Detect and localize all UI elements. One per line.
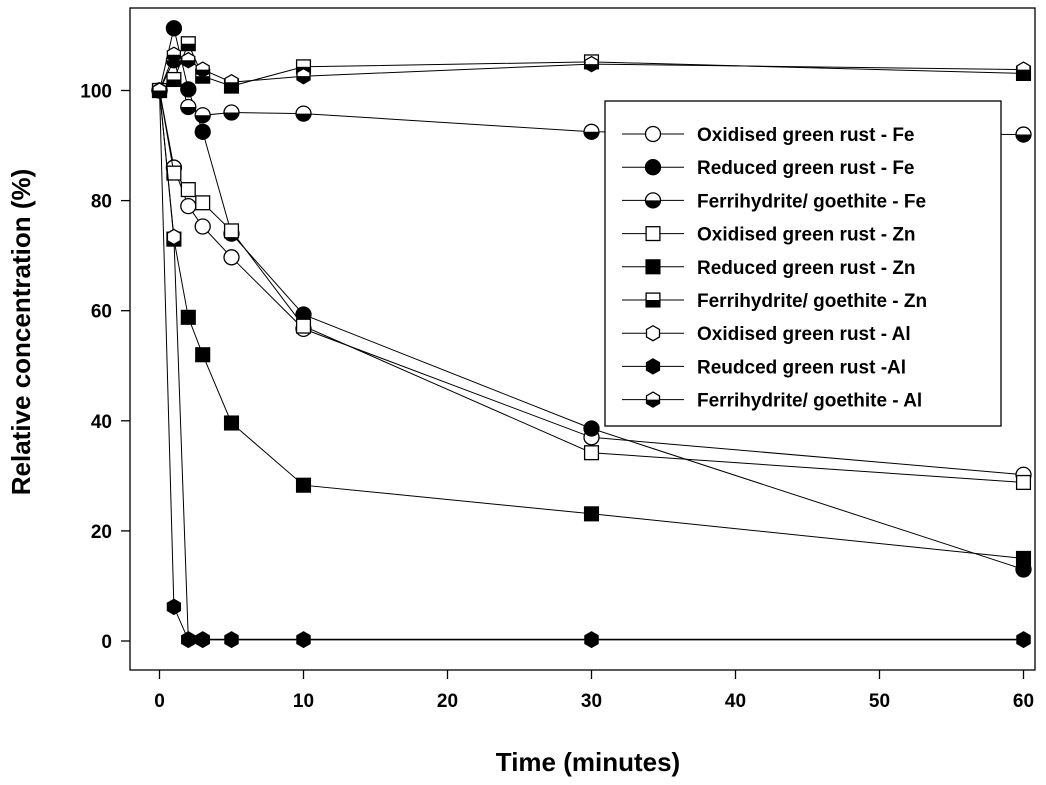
data-point [152, 82, 167, 99]
data-point [166, 71, 182, 88]
x-axis-title: Time (minutes) [496, 747, 680, 777]
data-point [1016, 61, 1031, 78]
x-tick-label: 40 [725, 691, 746, 712]
series-line [159, 90, 1024, 559]
legend-label: Ferrihydrite/ goethite - Zn [697, 291, 927, 312]
legend-label: Reudced green rust -Al [697, 357, 906, 378]
y-tick-label: 60 [91, 302, 112, 323]
data-point [180, 98, 197, 116]
x-tick-label: 20 [437, 691, 458, 712]
data-point [223, 223, 240, 239]
x-tick-label: 30 [581, 691, 602, 712]
series-line [159, 28, 1024, 570]
legend-marker [645, 226, 661, 242]
y-tick-label: 80 [91, 192, 112, 213]
data-point [194, 123, 211, 140]
x-tick-label: 60 [1013, 691, 1034, 712]
data-point [223, 104, 240, 121]
data-point [180, 309, 196, 325]
legend-marker [644, 125, 662, 143]
series-4 [151, 82, 1032, 491]
data-point [195, 61, 210, 78]
data-point [583, 506, 600, 522]
legend-marker [644, 192, 662, 209]
data-point [295, 105, 312, 122]
y-tick-label: 0 [101, 632, 112, 653]
data-point [166, 165, 182, 181]
legend-marker [645, 292, 661, 308]
data-point [194, 218, 211, 235]
legend-item: Oxidised green rust - Zn [622, 225, 916, 246]
legend-item: Reudced green rust -Al [622, 357, 906, 378]
data-point [224, 73, 239, 91]
legend-item: Ferrihydrite/ goethite - Al [622, 391, 922, 412]
data-point [194, 107, 211, 124]
ticks-layer: 0 10 20 30 40 50 60 0 20 40 60 80 100 [80, 82, 1034, 713]
data-point [584, 631, 599, 649]
data-point [296, 67, 311, 85]
data-point [181, 631, 196, 649]
legend-marker [644, 159, 662, 176]
data-point [195, 631, 210, 649]
data-point [223, 249, 240, 266]
legend-label: Ferrihydrite/ goethite - Al [697, 391, 922, 412]
legend-item: Ferrihydrite/ goethite - Zn [622, 291, 927, 312]
data-point [296, 631, 311, 649]
legend-label: Ferrihydrite/ goethite - Fe [697, 191, 926, 212]
series-layer [151, 20, 1032, 649]
data-point [1016, 631, 1031, 649]
legend-item: Reduced green rust - Fe [622, 158, 915, 179]
y-tick-label: 20 [91, 522, 112, 543]
data-point [181, 51, 196, 69]
legend-label: Oxidised green rust - Fe [697, 125, 915, 146]
series-line [159, 90, 1024, 640]
legend-marker [645, 259, 661, 275]
legend-marker [645, 358, 661, 375]
data-point [180, 197, 197, 215]
y-tick-label: 40 [91, 412, 112, 433]
legend-marker [645, 324, 661, 342]
legend-marker [645, 391, 661, 408]
data-point [180, 182, 196, 198]
plot-frame [129, 7, 1036, 671]
data-point [195, 347, 211, 363]
x-tick-label: 10 [293, 691, 314, 712]
data-point [224, 631, 239, 649]
data-point [180, 36, 196, 52]
legend-label: Reduced green rust - Zn [697, 258, 916, 279]
data-point [1015, 126, 1032, 143]
legend-box [604, 100, 1002, 427]
data-point [295, 477, 312, 493]
legend-item: Oxidised green rust - Fe [622, 125, 915, 146]
legend-item: Ferrihydrite/ goethite - Fe [622, 191, 926, 212]
data-point [166, 228, 182, 246]
data-point [1015, 550, 1032, 566]
legend-label: Oxidised green rust - Al [697, 324, 911, 345]
y-tick-label: 100 [80, 82, 112, 103]
series-9 [152, 46, 1031, 99]
legend-label: Oxidised green rust - Zn [697, 225, 916, 246]
legend-label: Reduced green rust - Fe [697, 158, 915, 179]
data-point [166, 598, 182, 616]
x-tick-label: 0 [154, 691, 165, 712]
legend: Oxidised green rust - Fe Reduced green ru… [604, 100, 1002, 427]
data-point [195, 195, 211, 211]
data-point [223, 415, 240, 431]
x-tick-label: 50 [869, 691, 890, 712]
data-point [583, 420, 600, 437]
data-point [166, 46, 182, 63]
data-point [295, 318, 312, 334]
legend-item: Oxidised green rust - Al [622, 324, 911, 345]
legend-item: Reduced green rust - Zn [622, 258, 916, 279]
y-axis-title: Relative concentration (%) [6, 169, 36, 496]
data-point [165, 20, 183, 37]
data-point [583, 123, 600, 140]
data-point [584, 55, 599, 73]
data-point [1015, 474, 1032, 491]
data-point [583, 445, 600, 461]
